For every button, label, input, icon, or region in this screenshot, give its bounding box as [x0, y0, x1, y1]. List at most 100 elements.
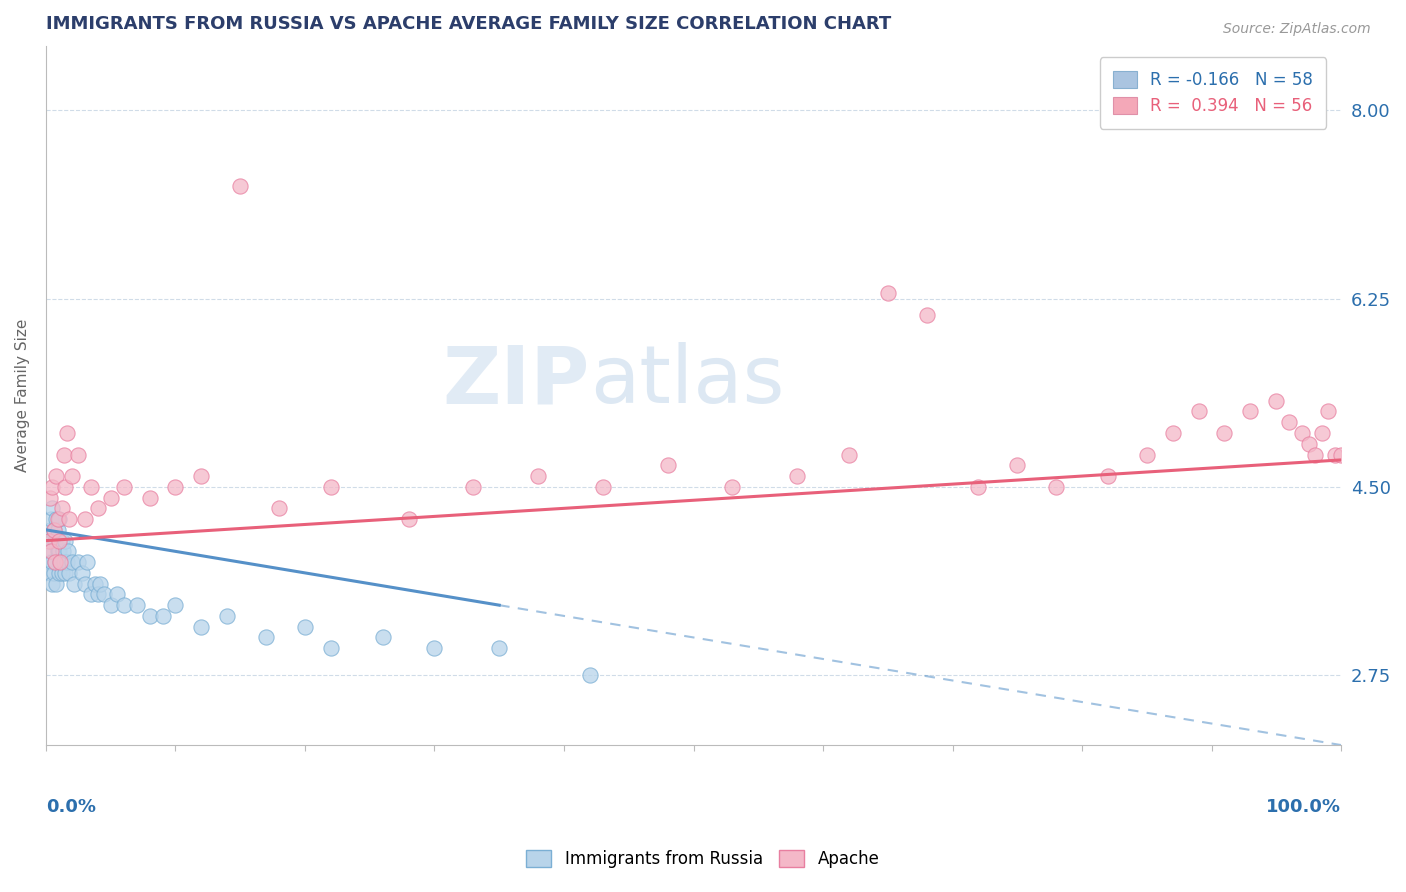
Point	[67, 555, 90, 569]
Point	[41, 576, 63, 591]
Point	[53, 448, 76, 462]
Point	[38, 491, 60, 505]
Point	[49, 555, 72, 569]
Point	[1213, 425, 1236, 440]
Point	[45, 576, 67, 591]
Point	[38, 566, 60, 580]
Point	[1317, 404, 1340, 418]
Point	[52, 544, 75, 558]
Point	[44, 533, 66, 548]
Point	[165, 598, 187, 612]
Point	[46, 544, 69, 558]
Point	[38, 533, 60, 548]
Point	[876, 286, 898, 301]
Point	[39, 512, 62, 526]
Text: atlas: atlas	[591, 343, 785, 420]
Point	[152, 609, 174, 624]
Point	[1303, 448, 1326, 462]
Point	[1265, 393, 1288, 408]
Point	[112, 480, 135, 494]
Point	[657, 458, 679, 473]
Point	[60, 469, 83, 483]
Point	[87, 501, 110, 516]
Point	[89, 576, 111, 591]
Point	[44, 555, 66, 569]
Point	[1278, 415, 1301, 429]
Point	[38, 533, 60, 548]
Text: 100.0%: 100.0%	[1265, 797, 1341, 815]
Point	[73, 512, 96, 526]
Point	[55, 533, 77, 548]
Point	[217, 609, 239, 624]
Point	[39, 544, 62, 558]
Point	[51, 501, 73, 516]
Point	[55, 566, 77, 580]
Point	[70, 566, 93, 580]
Point	[254, 631, 277, 645]
Point	[112, 598, 135, 612]
Point	[41, 555, 63, 569]
Point	[371, 631, 394, 645]
Point	[87, 587, 110, 601]
Point	[423, 641, 446, 656]
Point	[1187, 404, 1209, 418]
Point	[38, 555, 60, 569]
Point	[138, 491, 160, 505]
Point	[55, 555, 77, 569]
Point	[1007, 458, 1029, 473]
Point	[463, 480, 485, 494]
Point	[45, 469, 67, 483]
Point	[48, 544, 70, 558]
Point	[1330, 448, 1353, 462]
Point	[44, 555, 66, 569]
Legend: Immigrants from Russia, Apache: Immigrants from Russia, Apache	[520, 843, 886, 875]
Point	[39, 544, 62, 558]
Point	[60, 555, 83, 569]
Point	[41, 533, 63, 548]
Point	[1298, 437, 1320, 451]
Point	[165, 480, 187, 494]
Point	[67, 448, 90, 462]
Point	[46, 512, 69, 526]
Point	[100, 491, 122, 505]
Point	[915, 308, 938, 322]
Point	[80, 587, 103, 601]
Point	[786, 469, 808, 483]
Point	[41, 480, 63, 494]
Point	[838, 448, 860, 462]
Point	[48, 533, 70, 548]
Point	[73, 576, 96, 591]
Point	[100, 598, 122, 612]
Legend: R = -0.166   N = 58, R =  0.394   N = 56: R = -0.166 N = 58, R = 0.394 N = 56	[1099, 57, 1326, 128]
Point	[55, 480, 77, 494]
Point	[229, 178, 252, 193]
Point	[58, 512, 80, 526]
Point	[51, 533, 73, 548]
Point	[49, 555, 72, 569]
Point	[721, 480, 744, 494]
Point	[1239, 404, 1261, 418]
Y-axis label: Average Family Size: Average Family Size	[15, 318, 30, 472]
Point	[592, 480, 614, 494]
Text: Source: ZipAtlas.com: Source: ZipAtlas.com	[1223, 22, 1371, 37]
Point	[1310, 425, 1333, 440]
Point	[93, 587, 115, 601]
Point	[398, 512, 420, 526]
Point	[1045, 480, 1067, 494]
Point	[45, 512, 67, 526]
Point	[125, 598, 148, 612]
Text: 0.0%: 0.0%	[46, 797, 96, 815]
Point	[294, 620, 316, 634]
Point	[41, 501, 63, 516]
Point	[105, 587, 128, 601]
Point	[38, 523, 60, 537]
Point	[46, 523, 69, 537]
Point	[76, 555, 98, 569]
Point	[488, 641, 510, 656]
Point	[84, 576, 107, 591]
Point	[190, 469, 212, 483]
Point	[1161, 425, 1184, 440]
Point	[51, 566, 73, 580]
Point	[63, 576, 86, 591]
Point	[579, 668, 602, 682]
